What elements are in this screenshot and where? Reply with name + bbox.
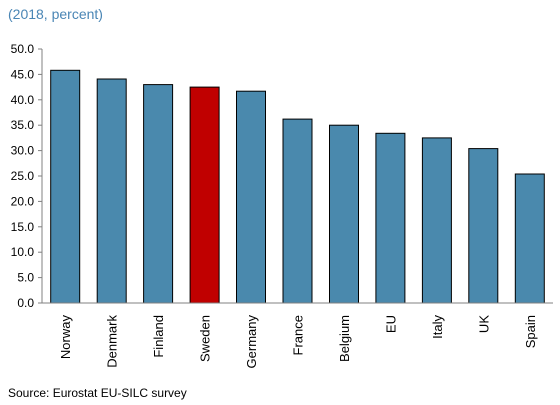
bar-sweden	[189, 86, 220, 304]
y-tick-label: 10.0	[11, 245, 35, 259]
x-tick-label: Belgium	[337, 315, 352, 362]
bars	[50, 69, 545, 304]
y-tick-label: 0.0	[17, 296, 34, 310]
x-tick-label: Italy	[430, 315, 445, 339]
x-tick-label: Norway	[58, 315, 73, 360]
y-tick-label: 45.0	[11, 67, 35, 81]
y-tick-label: 40.0	[11, 93, 35, 107]
x-tick-label: Germany	[244, 315, 259, 369]
bar-uk	[468, 148, 499, 304]
x-tick-label: UK	[476, 315, 491, 333]
bar-denmark	[96, 78, 127, 304]
x-tick-label: Sweden	[198, 315, 213, 362]
x-axis: Norway Denmark Finland Sweden Germany France B…	[42, 302, 553, 369]
bar-norway	[50, 69, 81, 304]
y-tick-label: 30.0	[11, 144, 35, 158]
bar-italy	[421, 137, 452, 304]
bar-france	[282, 118, 313, 304]
bar-finland	[143, 84, 174, 304]
y-tick-label: 50.0	[11, 42, 35, 56]
y-tick-label: 35.0	[11, 118, 35, 132]
source-note: Source: Eurostat EU-SILC survey	[8, 386, 187, 400]
y-tick-label: 25.0	[11, 169, 35, 183]
bar-belgium	[329, 124, 359, 304]
x-tick-label: France	[291, 315, 306, 355]
y-tick-label: 20.0	[11, 194, 35, 208]
x-tick-label: Spain	[523, 315, 538, 348]
bar-germany	[236, 90, 266, 304]
bar-spain	[514, 173, 545, 304]
x-tick-label: Denmark	[105, 315, 120, 368]
x-tick-label: Finland	[151, 315, 166, 358]
bar-eu	[375, 132, 406, 304]
x-tick-label: EU	[383, 315, 398, 333]
y-axis: 0.0 5.0 10.0 15.0 20.0 25.0 30.0 35.0 40.0 45.0 50…	[11, 42, 43, 310]
y-tick-label: 5.0	[17, 271, 34, 285]
y-tick-label: 15.0	[11, 220, 35, 234]
chart-subtitle: (2018, percent)	[8, 6, 103, 22]
